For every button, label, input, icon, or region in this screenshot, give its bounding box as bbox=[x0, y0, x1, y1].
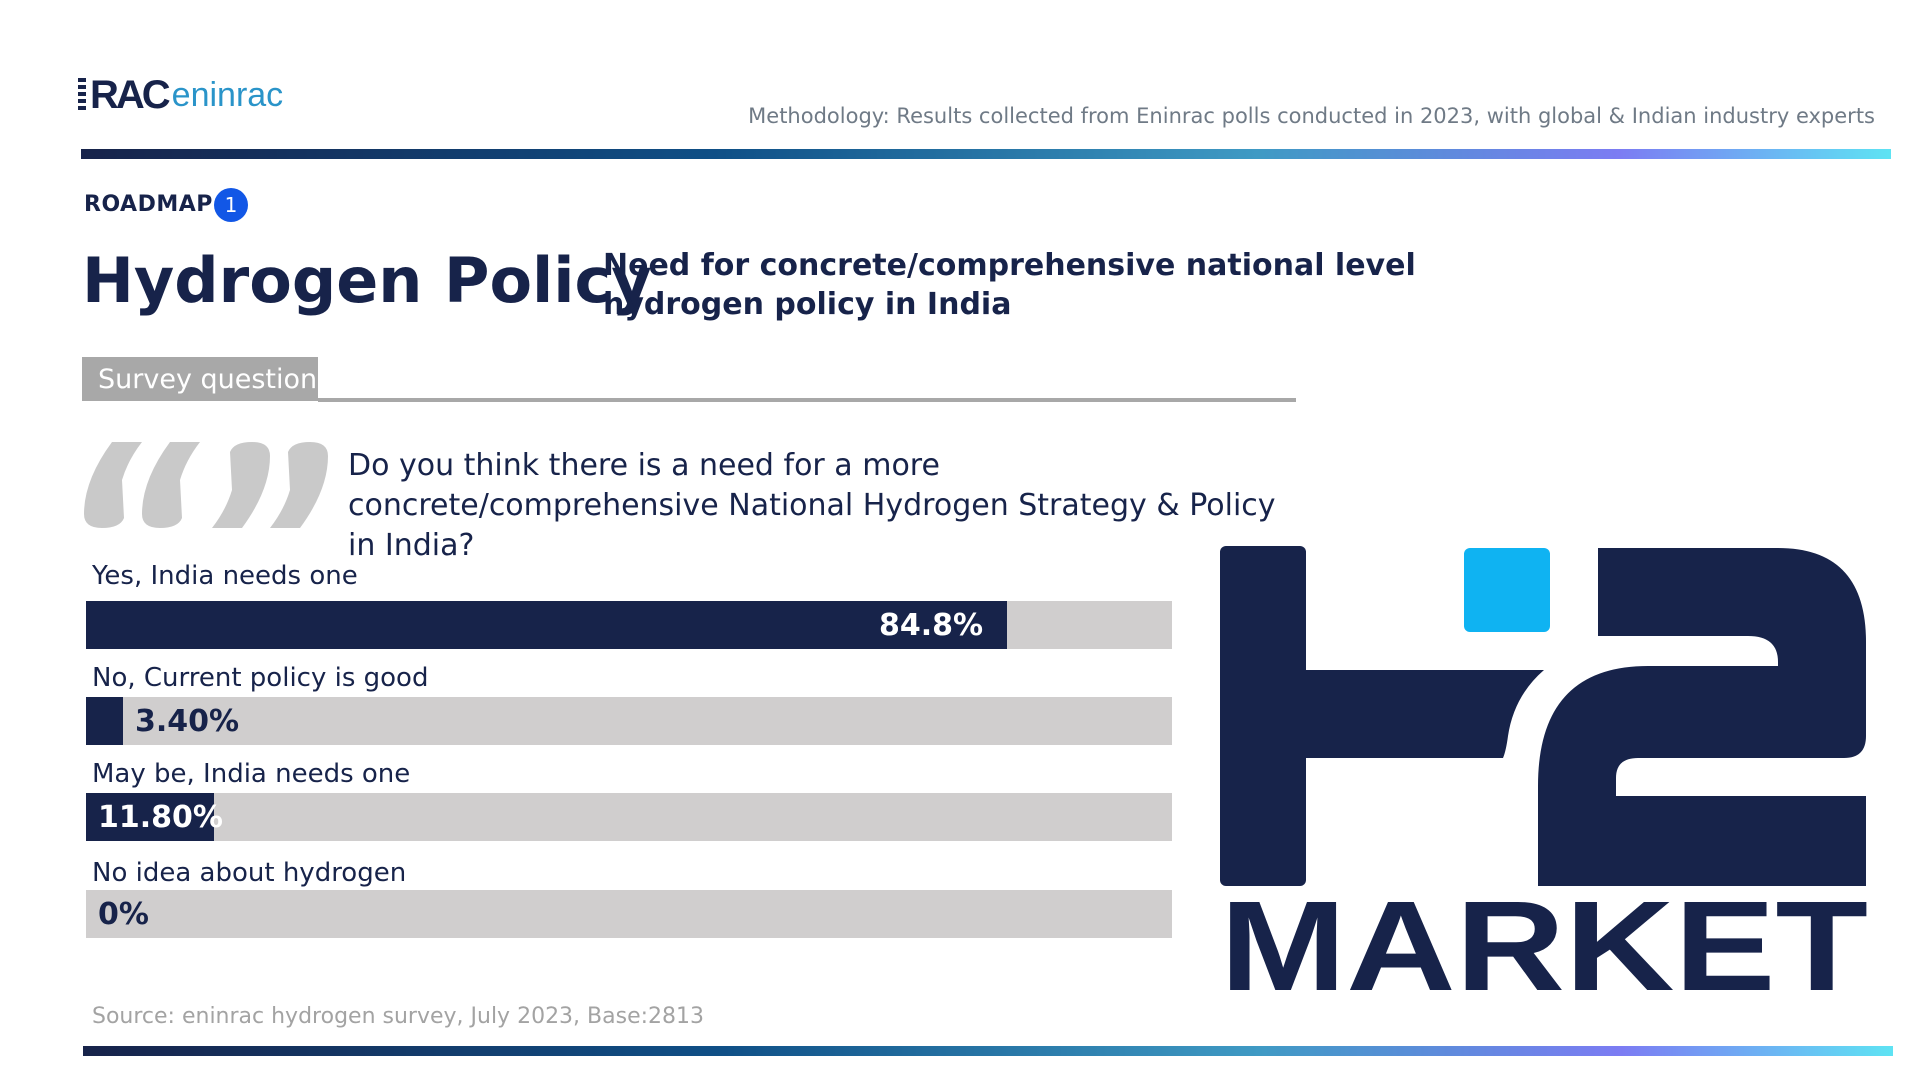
bar-fill-maybe bbox=[86, 793, 214, 841]
bar-track-no: 3.40% bbox=[86, 697, 1172, 745]
logo-lines-icon bbox=[78, 78, 86, 110]
methodology-note: Methodology: Results collected from Enin… bbox=[748, 104, 1875, 128]
h2-market-word: MARKET bbox=[1220, 875, 1868, 996]
bar-label-no-idea: No idea about hydrogen bbox=[92, 858, 407, 888]
bar-track-maybe: 11.80% bbox=[86, 793, 1172, 841]
survey-question-tab: Survey question bbox=[82, 357, 318, 401]
bar-label-no: No, Current policy is good bbox=[92, 663, 429, 693]
bottom-gradient-rule bbox=[83, 1046, 1893, 1056]
logo-rac-letters: RA bbox=[90, 72, 145, 117]
page-title: Hydrogen Policy bbox=[82, 244, 652, 317]
section-number-badge: 1 bbox=[214, 188, 248, 222]
bar-fill-yes bbox=[86, 601, 1007, 649]
bar-label-maybe: May be, India needs one bbox=[92, 759, 411, 789]
bar-track-no-idea: 0% bbox=[86, 890, 1172, 938]
h2-letters-icon bbox=[1220, 546, 1866, 886]
quote-marks-icon bbox=[84, 442, 328, 528]
source-note: Source: eninrac hydrogen survey, July 20… bbox=[92, 1004, 705, 1029]
top-gradient-rule bbox=[81, 149, 1891, 159]
logo-c-letter: C bbox=[141, 72, 171, 117]
logo-rac-text: RAC bbox=[90, 72, 171, 118]
section-label: ROADMAP bbox=[84, 192, 213, 217]
h2-dot-icon bbox=[1464, 548, 1550, 632]
h2-market-logo: MARKET bbox=[1220, 546, 1868, 996]
logo-eninrac-text: eninrac bbox=[171, 75, 284, 114]
bar-track-yes: 84.8% bbox=[86, 601, 1172, 649]
bar-fill-no bbox=[86, 697, 123, 745]
bar-label-yes: Yes, India needs one bbox=[92, 561, 358, 591]
bar-value-yes: 84.8% bbox=[879, 608, 984, 643]
survey-question-text: Do you think there is a need for a more … bbox=[348, 448, 1276, 563]
bar-value-maybe: 11.80% bbox=[98, 800, 223, 835]
page-subtitle: Need for concrete/comprehensive national… bbox=[603, 248, 1416, 322]
bar-value-no: 3.40% bbox=[135, 704, 240, 739]
survey-question-rule bbox=[318, 398, 1296, 402]
bar-value-no-idea: 0% bbox=[98, 897, 149, 932]
eninrac-logo: RAC eninrac bbox=[78, 72, 284, 118]
